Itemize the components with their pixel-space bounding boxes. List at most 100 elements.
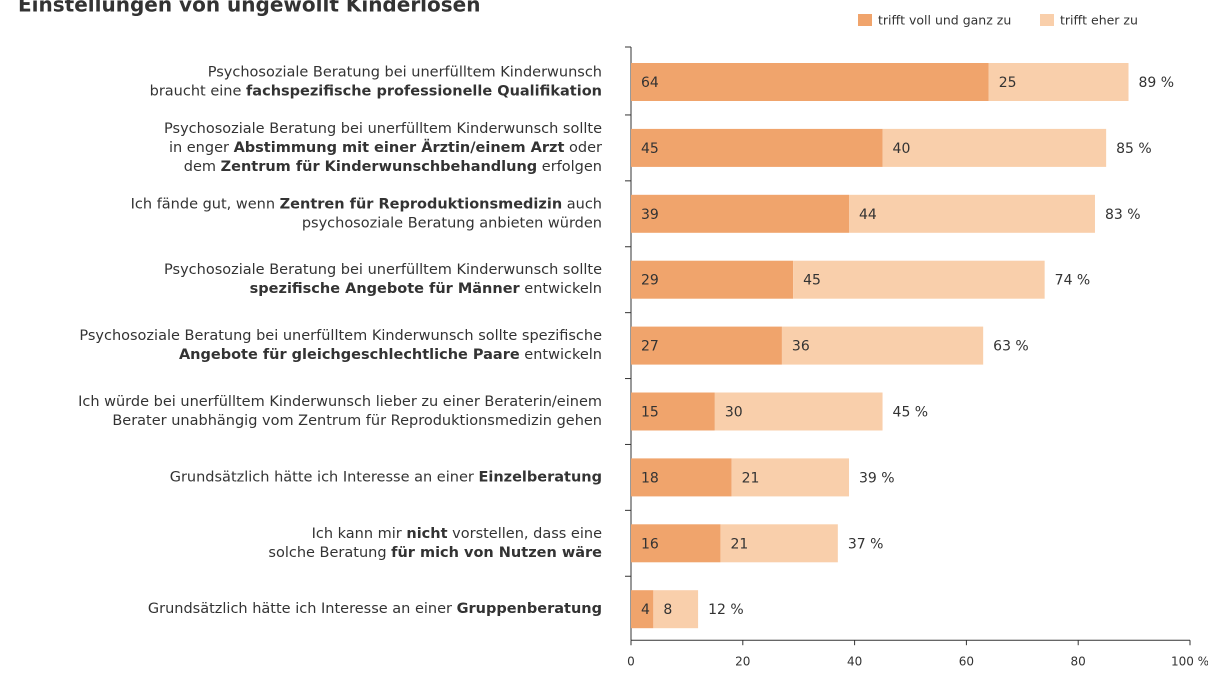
label-run: Grundsätzlich hätte ich Interesse an ein… <box>170 469 479 485</box>
label-run: Gruppenberatung <box>457 601 602 617</box>
category-label: solche Beratung für mich von Nutzen wäre <box>268 545 602 561</box>
segment-label: 39 <box>641 207 659 223</box>
bar-segment <box>988 63 1129 101</box>
label-run: oder <box>564 140 602 156</box>
bar-segment <box>631 194 850 233</box>
bar-segment <box>882 128 1107 167</box>
category-label: spezifische Angebote für Männer entwicke… <box>250 281 602 297</box>
label-run: Ich würde bei unerfülltem Kinderwunsch l… <box>78 394 602 410</box>
x-tick-label: 20 <box>735 655 750 669</box>
bar-segment <box>631 524 721 563</box>
total-label: 89 % <box>1139 75 1175 91</box>
category-label: Grundsätzlich hätte ich Interesse an ein… <box>148 601 602 617</box>
bar-segment <box>793 260 1045 299</box>
legend-label: trifft voll und ganz zu <box>878 13 1011 28</box>
segment-label: 45 <box>803 273 821 289</box>
segment-label: 21 <box>742 470 760 486</box>
bar-segment <box>631 326 782 365</box>
category-label: Ich fände gut, wenn Zentren für Reproduk… <box>131 196 602 212</box>
category-label: Ich kann mir nicht vorstellen, dass eine <box>312 526 602 542</box>
segment-label: 40 <box>893 141 911 157</box>
label-run: Berater unabhängig vom Zentrum für Repro… <box>112 413 602 429</box>
bar-segment <box>849 194 1095 233</box>
legend-swatch <box>1040 14 1054 26</box>
chart-title: Einstellungen von ungewollt Kinderlosen <box>18 0 480 17</box>
total-label: 74 % <box>1055 273 1091 289</box>
label-run: Psychosoziale Beratung bei unerfülltem K… <box>164 262 602 278</box>
bar-segment <box>714 392 883 431</box>
bar-segment <box>731 458 850 497</box>
bar-segment <box>653 590 699 629</box>
bar-segment <box>631 458 732 497</box>
label-run: in enger <box>169 140 234 156</box>
category-label: Ich würde bei unerfülltem Kinderwunsch l… <box>78 394 602 410</box>
bar-segment <box>631 128 883 167</box>
label-run: Zentrum für Kinderwunschbehandlung <box>221 159 538 175</box>
label-run: Psychosoziale Beratung bei unerfülltem K… <box>208 65 602 81</box>
category-label: Berater unabhängig vom Zentrum für Repro… <box>112 413 602 429</box>
total-label: 39 % <box>859 470 895 486</box>
label-run: Ich fände gut, wenn <box>131 196 280 212</box>
category-label: Angebote für gleichgeschlechtliche Paare… <box>179 347 602 363</box>
bar-segment <box>631 260 794 299</box>
label-run: Psychosoziale Beratung bei unerfülltem K… <box>79 328 602 344</box>
x-tick-label: 0 <box>627 655 635 669</box>
label-run: Ich kann mir <box>312 526 407 542</box>
segment-label: 4 <box>641 602 650 618</box>
total-label: 37 % <box>848 536 884 552</box>
label-run: auch <box>562 196 602 212</box>
category-label: braucht eine fachspezifische professione… <box>150 84 602 100</box>
label-run: psychosoziale Beratung anbieten würden <box>302 215 602 231</box>
bar-segment <box>631 590 654 629</box>
category-label: dem Zentrum für Kinderwunschbehandlung e… <box>184 159 602 175</box>
bar-segment <box>720 524 838 563</box>
bar-segment <box>781 326 984 365</box>
segment-label: 30 <box>725 405 743 421</box>
segment-label: 8 <box>663 602 672 618</box>
total-label: 45 % <box>893 405 929 421</box>
label-run: fachspezifische professionelle Qualifika… <box>246 84 602 100</box>
category-label: Psychosoziale Beratung bei unerfülltem K… <box>164 121 602 137</box>
label-run: entwickeln <box>520 347 602 363</box>
total-label: 85 % <box>1116 141 1152 157</box>
segment-label: 29 <box>641 273 659 289</box>
segment-label: 16 <box>641 536 659 552</box>
total-label: 12 % <box>708 602 744 618</box>
category-label: in enger Abstimmung mit einer Ärztin/ein… <box>169 139 602 156</box>
segment-label: 45 <box>641 141 659 157</box>
category-label: Psychosoziale Beratung bei unerfülltem K… <box>79 328 602 344</box>
x-tick-label: 60 <box>959 655 974 669</box>
legend-label: trifft eher zu <box>1060 13 1138 28</box>
segment-label: 44 <box>859 207 877 223</box>
category-label: Psychosoziale Beratung bei unerfülltem K… <box>164 262 602 278</box>
label-run: Zentren für Reproduktionsmedizin <box>280 196 562 212</box>
x-tick-label: 100 % <box>1171 655 1208 669</box>
x-tick-label: 40 <box>847 655 862 669</box>
x-tick-label: 80 <box>1071 655 1086 669</box>
segment-label: 27 <box>641 339 659 355</box>
bar-segment <box>631 392 715 431</box>
bar-segment <box>631 63 989 101</box>
segment-label: 15 <box>641 405 659 421</box>
segment-label: 36 <box>792 339 810 355</box>
label-run: braucht eine <box>150 84 246 100</box>
category-label: Grundsätzlich hätte ich Interesse an ein… <box>170 469 602 485</box>
label-run: erfolgen <box>537 159 602 175</box>
segment-label: 18 <box>641 470 659 486</box>
category-label: psychosoziale Beratung anbieten würden <box>302 215 602 231</box>
label-run: Psychosoziale Beratung bei unerfülltem K… <box>164 121 602 137</box>
label-run: nicht <box>406 526 447 542</box>
label-run: Grundsätzlich hätte ich Interesse an ein… <box>148 601 457 617</box>
legend-swatch <box>858 14 872 26</box>
label-run: spezifische Angebote für Männer <box>250 281 521 297</box>
label-run: entwickeln <box>520 281 602 297</box>
segment-label: 25 <box>999 75 1017 91</box>
category-label: Psychosoziale Beratung bei unerfülltem K… <box>208 65 602 81</box>
label-run: vorstellen, dass eine <box>448 526 603 542</box>
label-run: solche Beratung <box>268 545 391 561</box>
label-run: Abstimmung mit einer Ärztin/einem Arzt <box>234 139 565 156</box>
total-label: 83 % <box>1105 207 1141 223</box>
label-run: Einzelberatung <box>478 469 602 485</box>
label-run: für mich von Nutzen wäre <box>391 545 602 561</box>
